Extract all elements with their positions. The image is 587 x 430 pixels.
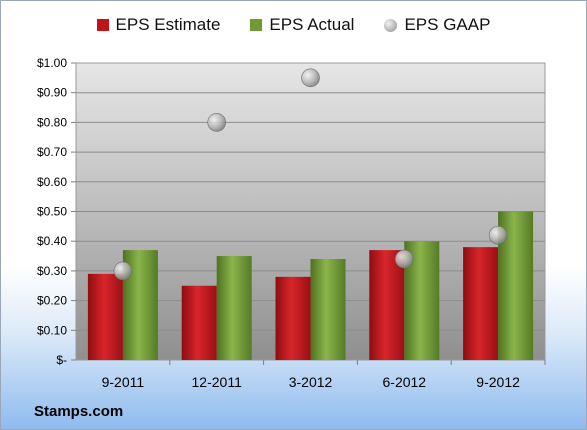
point-eps-gaap (113, 261, 133, 281)
company-label: Stamps.com (34, 403, 124, 420)
legend: EPS Estimate EPS Actual EPS GAAP (1, 15, 586, 35)
x-tick-label: 9-2011 (102, 374, 145, 390)
gaap-points (113, 68, 508, 281)
y-tick-label: $0.70 (37, 145, 67, 159)
bar-eps-estimate (87, 273, 123, 360)
y-tick-label: $1.00 (37, 56, 67, 70)
bar-eps-estimate (463, 247, 499, 360)
y-tick-label: $0.20 (37, 294, 67, 308)
y-tick-label: $0.30 (37, 264, 67, 278)
y-tick-label: $0.90 (37, 86, 67, 100)
x-tick-label: 9-2012 (476, 374, 520, 390)
point-eps-gaap (207, 113, 226, 132)
bar-eps-actual (310, 259, 346, 360)
legend-item-eps-actual: EPS Actual (250, 15, 354, 35)
y-tick-label: $- (56, 353, 67, 367)
bar-eps-estimate (369, 250, 405, 360)
bar-eps-estimate (275, 276, 311, 360)
bar-eps-actual (216, 256, 252, 360)
y-tick-label: $0.10 (37, 323, 67, 337)
x-axis-ticks: 9-2011 12-2011 3-2012 6-2012 9-2012 (102, 360, 546, 390)
y-axis-ticks: $- $0.10 $0.20 $0.30 $0.40 $0.50 $0.60 $0.70 $0.… (37, 56, 76, 367)
legend-swatch-eps-estimate (96, 19, 109, 31)
x-tick-label: 12-2011 (192, 374, 243, 390)
legend-label-eps-gaap: EPS GAAP (404, 15, 491, 34)
y-tick-label: $0.80 (37, 115, 67, 129)
legend-swatch-eps-gaap (384, 18, 398, 32)
eps-chart: $- $0.10 $0.20 $0.30 $0.40 $0.50 $0.60 $0.70 $0.… (37, 56, 546, 390)
x-tick-label: 6-2012 (383, 374, 427, 390)
legend-label-eps-estimate: EPS Estimate (115, 15, 221, 34)
legend-label-eps-actual: EPS Actual (269, 15, 355, 34)
legend-item-eps-gaap: EPS GAAP (384, 15, 490, 35)
point-eps-gaap (394, 249, 414, 269)
bar-eps-estimate (181, 285, 217, 360)
point-eps-gaap (301, 68, 320, 88)
point-eps-gaap (488, 225, 508, 245)
y-tick-label: $0.50 (37, 205, 67, 219)
x-tick-label: 3-2012 (289, 374, 333, 390)
legend-swatch-eps-actual (250, 19, 263, 31)
bars (87, 211, 534, 360)
legend-item-eps-estimate: EPS Estimate (96, 15, 221, 35)
y-tick-label: $0.40 (37, 234, 67, 248)
y-tick-label: $0.60 (37, 175, 67, 189)
